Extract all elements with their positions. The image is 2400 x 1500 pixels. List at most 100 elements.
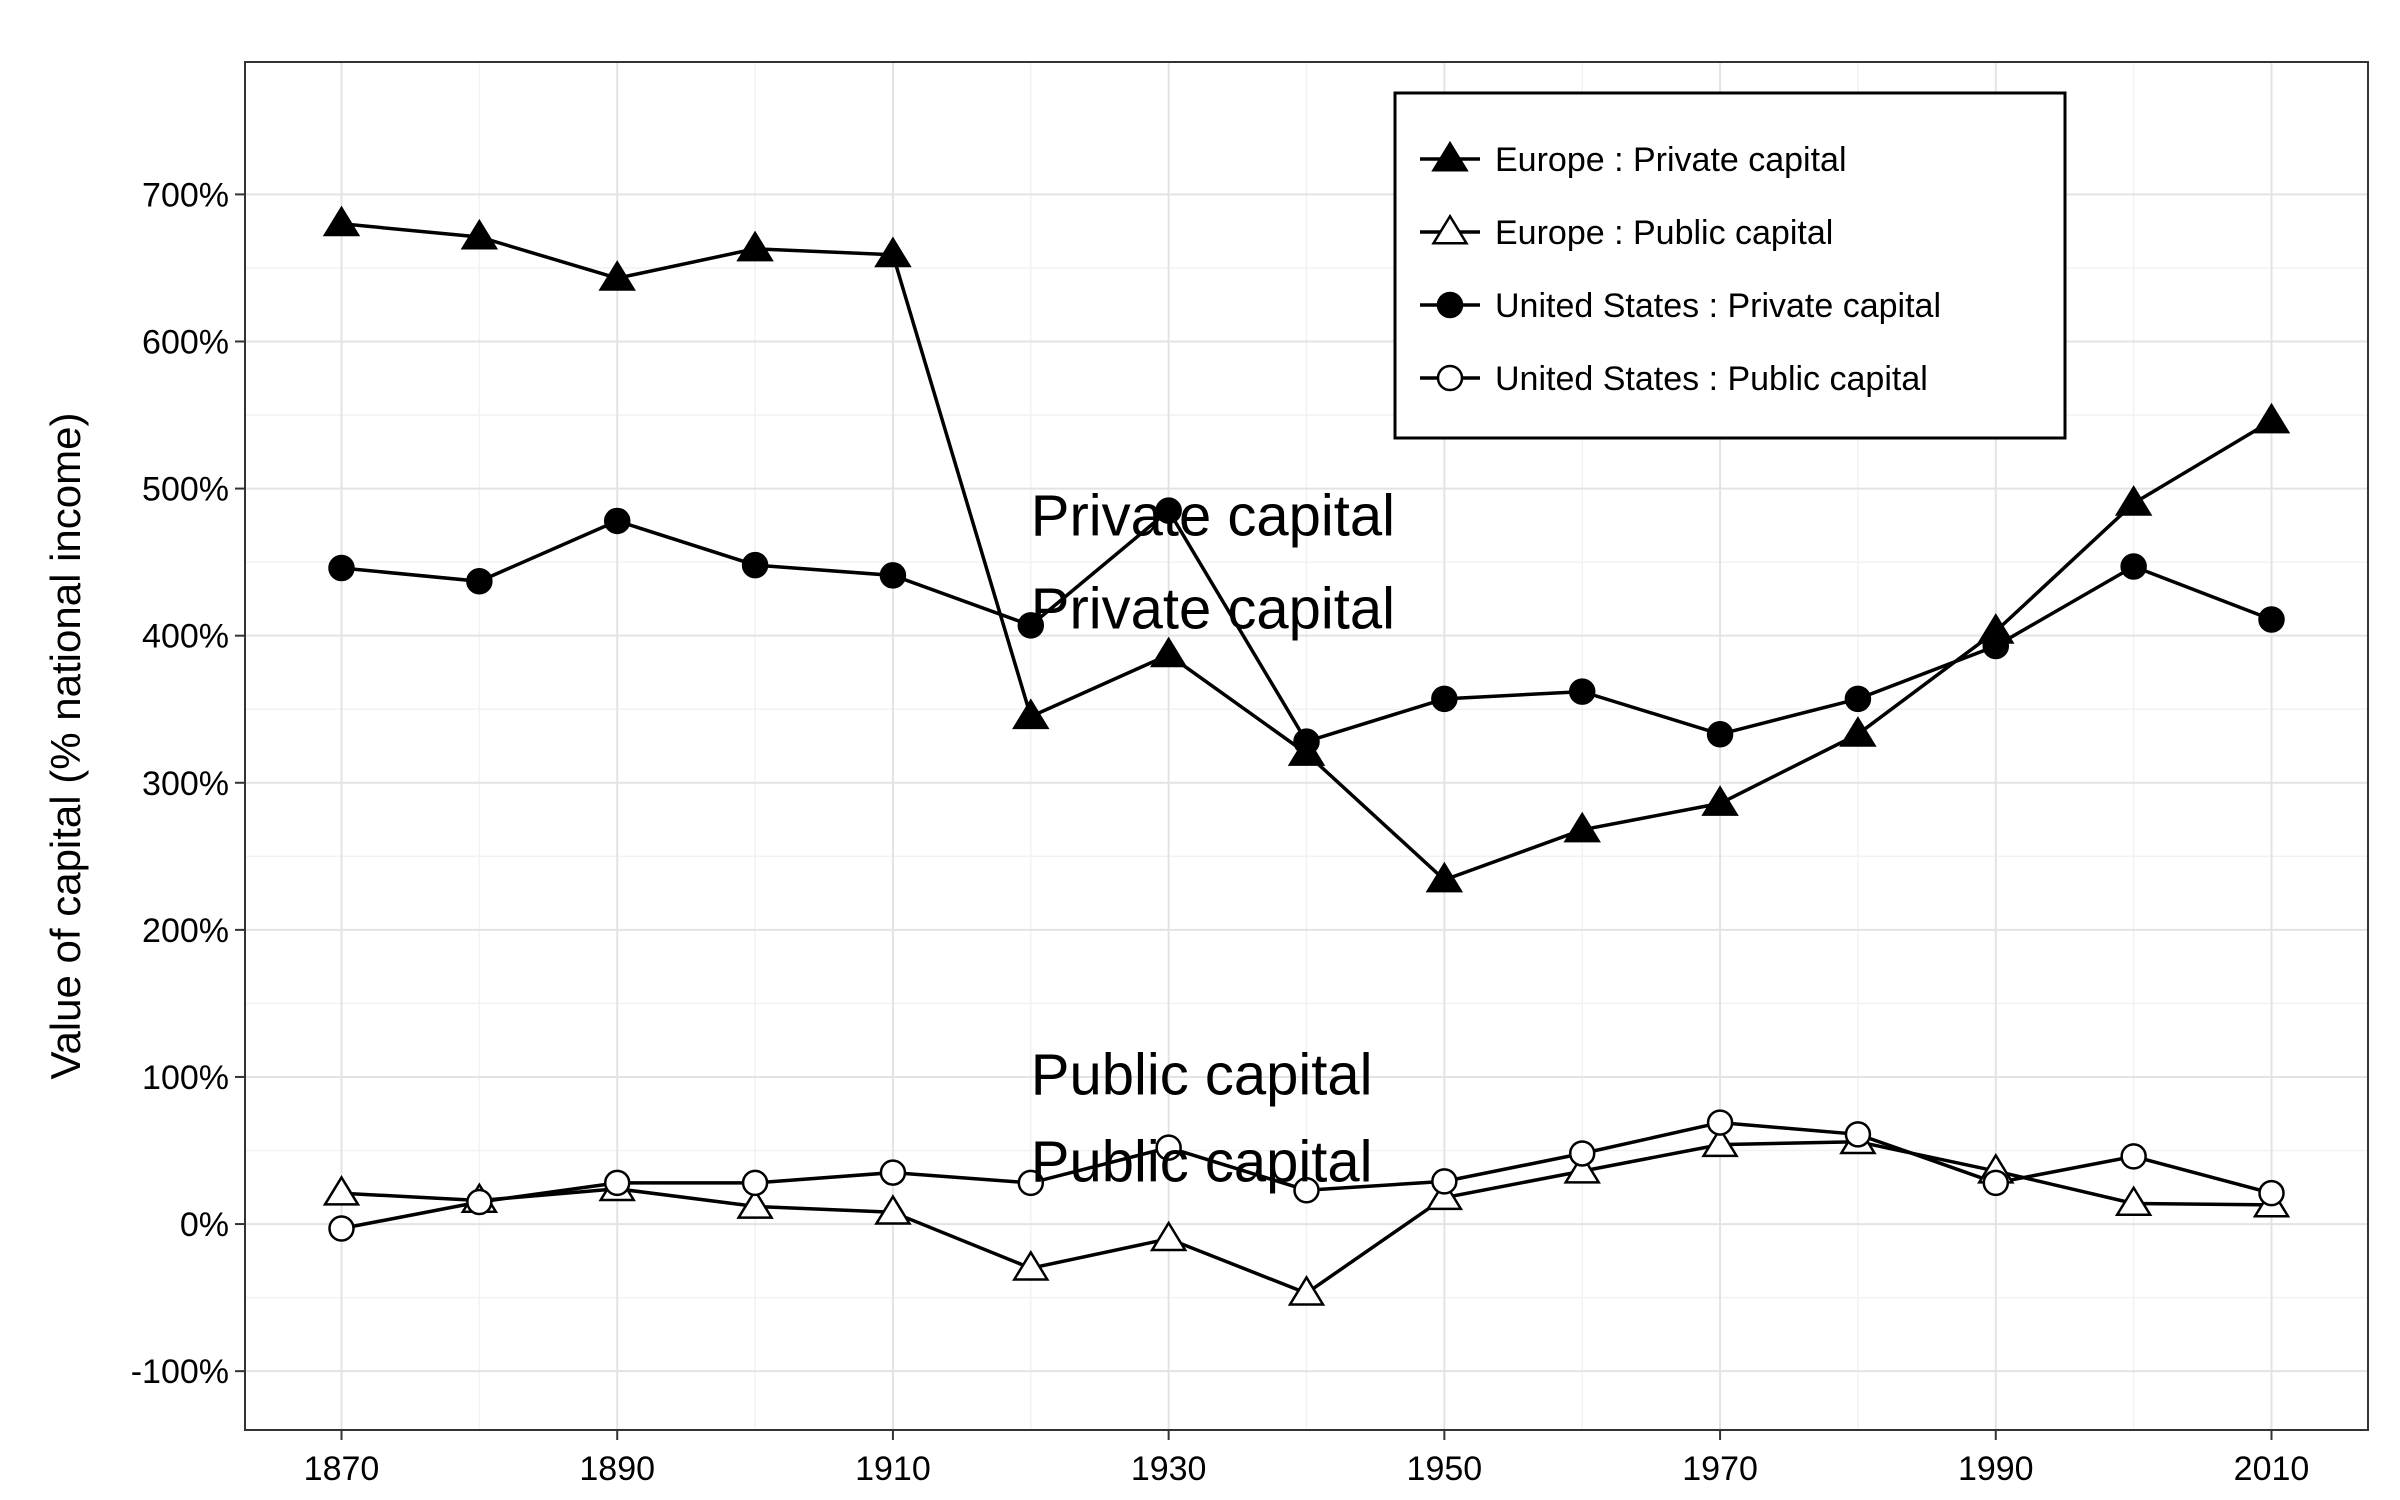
data-point <box>1844 685 1872 713</box>
annotations: Private capital Private capital Public cap… <box>1031 484 1395 1195</box>
data-point <box>874 236 912 268</box>
data-point <box>879 1159 907 1186</box>
data-point <box>460 218 499 250</box>
legend-label: United States : Private capital <box>1495 287 1941 325</box>
data-point <box>1982 1169 2010 1197</box>
data-point <box>741 1169 769 1197</box>
y-tick-label: 600% <box>142 323 229 361</box>
y-axis-tick-labels: -100% 0% 100% 200% 300% 400% 500% 600% 700% <box>131 176 229 1391</box>
data-point <box>1568 678 1596 705</box>
y-tick-label: 100% <box>142 1059 229 1097</box>
y-tick-label: 500% <box>142 471 229 509</box>
data-point <box>2258 1179 2285 1207</box>
data-point <box>1293 728 1320 755</box>
series-points-3 <box>328 1109 2285 1242</box>
data-point <box>1155 497 1182 524</box>
legend-key-marker <box>1436 291 1464 319</box>
data-point <box>1568 1140 1596 1167</box>
data-point <box>1563 811 1601 843</box>
data-point <box>736 230 774 262</box>
legend-item: Europe : Public capital <box>1420 213 1833 252</box>
y-tick-label: 400% <box>142 618 229 656</box>
data-point <box>1017 612 1045 639</box>
data-point <box>874 1194 912 1225</box>
x-tick-label: 1930 <box>1131 1450 1207 1488</box>
data-point <box>328 1215 355 1242</box>
x-tick-label: 1870 <box>304 1450 380 1488</box>
data-point <box>1293 1176 1320 1204</box>
data-point <box>1425 1179 1464 1211</box>
annotation-label: Public capital <box>1031 1043 1373 1108</box>
data-point <box>1425 861 1464 893</box>
data-point <box>2258 606 2285 633</box>
data-point <box>1012 1250 1050 1281</box>
annotation-label: Private capital <box>1031 576 1395 641</box>
annotation-label: Public capital <box>1031 1129 1373 1194</box>
data-point <box>1431 685 1458 713</box>
x-tick-label: 1910 <box>855 1450 931 1488</box>
data-point <box>741 551 769 579</box>
data-point <box>1706 1109 1734 1136</box>
legend-key-marker <box>1431 140 1469 172</box>
data-point <box>2252 402 2291 434</box>
legend-key-marker <box>1431 213 1469 245</box>
data-point <box>1701 785 1739 816</box>
data-point <box>322 1175 361 1206</box>
data-point <box>879 562 907 589</box>
y-tick-label: 200% <box>142 912 229 950</box>
legend-item: United States : Public capital <box>1420 360 1928 398</box>
data-point <box>603 1169 631 1197</box>
data-point <box>1149 636 1188 668</box>
legend-label: United States : Public capital <box>1495 360 1928 398</box>
data-point <box>1982 632 2010 660</box>
data-point <box>322 205 361 237</box>
x-tick-label: 1970 <box>1682 1450 1758 1488</box>
legend-box <box>1393 91 2067 440</box>
data-point <box>328 554 355 582</box>
legend-item: Europe : Private capital <box>1420 140 1847 179</box>
data-point <box>2120 1143 2147 1170</box>
legend-key-marker <box>1436 364 1464 392</box>
data-point <box>1012 698 1050 730</box>
plot-panel-border <box>244 61 2369 1431</box>
data-point <box>2114 485 2153 516</box>
data-point <box>598 260 636 291</box>
data-point <box>466 1188 493 1216</box>
data-point <box>1844 1121 1872 1148</box>
data-point <box>736 1188 774 1219</box>
annotation-label: Private capital <box>1031 484 1395 549</box>
data-point <box>1839 716 1877 747</box>
data-point <box>1431 1168 1458 1195</box>
x-tick-label: 1890 <box>579 1450 655 1488</box>
legend-item: United States : Private capital <box>1420 287 1941 325</box>
data-point <box>603 507 631 535</box>
legend: Europe : Private capital Europe : Public … <box>1393 91 2067 440</box>
legend-label: Europe : Private capital <box>1495 141 1847 179</box>
data-point <box>2114 1185 2153 1216</box>
data-point <box>2120 553 2147 580</box>
data-point <box>1563 1152 1601 1184</box>
data-point <box>466 568 493 595</box>
x-tick-label: 1990 <box>1958 1450 2034 1488</box>
data-point <box>1017 1169 1045 1197</box>
data-point <box>1706 720 1734 748</box>
data-point <box>1287 1275 1326 1306</box>
y-tick-label: 300% <box>142 765 229 803</box>
x-axis-tick-labels: 1870 1890 1910 1930 1950 1970 1990 2010 <box>304 1450 2310 1488</box>
legend-items: Europe : Private capital Europe : Public … <box>1420 140 1941 398</box>
series-layer <box>322 205 2291 1306</box>
axis-ticks <box>235 193 2273 1440</box>
data-point <box>1149 1220 1188 1252</box>
minor-gridlines <box>245 62 2368 1430</box>
y-tick-label: 700% <box>142 176 229 214</box>
y-tick-label: -100% <box>131 1353 229 1391</box>
y-tick-label: 0% <box>180 1206 229 1244</box>
data-point <box>1155 1134 1182 1161</box>
y-axis-title: Value of capital (% national income) <box>42 413 89 1080</box>
x-tick-label: 1950 <box>1407 1450 1483 1488</box>
data-point <box>1701 1126 1739 1158</box>
legend-label: Europe : Public capital <box>1495 214 1833 252</box>
x-tick-label: 2010 <box>2234 1450 2310 1488</box>
series-points-2 <box>328 497 2285 755</box>
